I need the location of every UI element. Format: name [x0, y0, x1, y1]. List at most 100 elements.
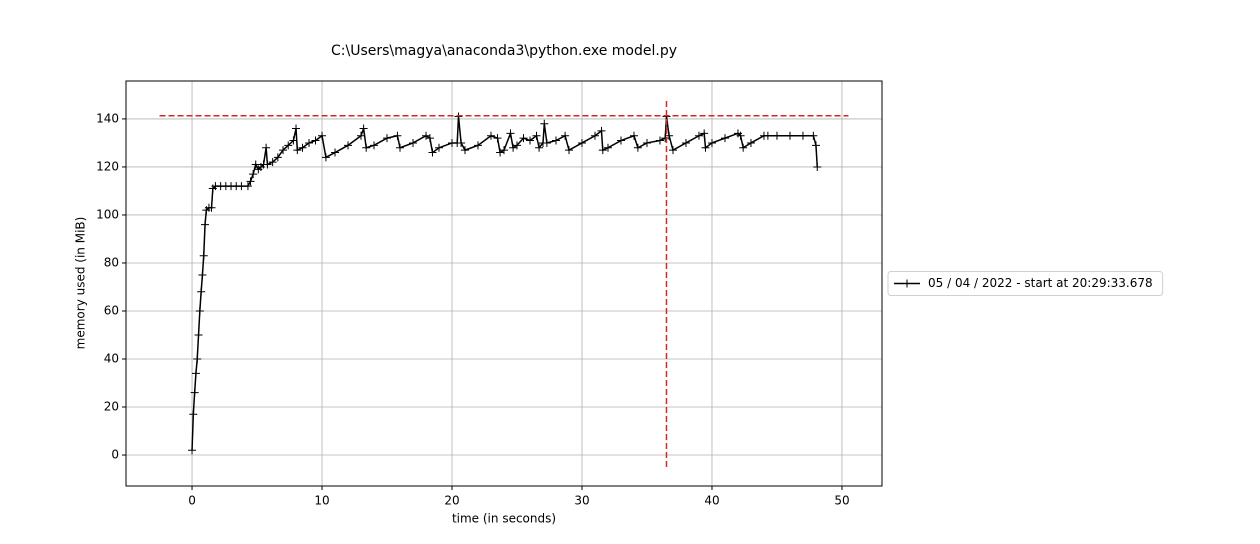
data-point — [809, 131, 818, 140]
data-point — [298, 143, 307, 152]
x-tick-label: 0 — [188, 494, 196, 508]
data-point — [772, 131, 781, 140]
data-point — [540, 119, 549, 128]
y-tick-label: 140 — [96, 111, 119, 125]
data-point — [190, 388, 199, 397]
data-point — [193, 355, 202, 364]
data-point — [292, 124, 301, 133]
y-tick-label: 0 — [111, 448, 119, 462]
data-point — [268, 158, 277, 167]
data-point — [409, 138, 418, 147]
data-point — [487, 131, 496, 140]
y-tick-label: 20 — [104, 400, 119, 414]
data-point — [279, 146, 288, 155]
data-point — [798, 131, 807, 140]
data-point — [425, 134, 434, 143]
data-point — [194, 330, 203, 339]
data-point — [577, 138, 586, 147]
data-point — [603, 143, 612, 152]
data-point — [370, 141, 379, 150]
data-point — [665, 131, 674, 140]
chart-title: C:\Users\magya\anaconda3\python.exe mode… — [331, 43, 677, 59]
x-tick-label: 30 — [574, 494, 589, 508]
data-point — [811, 141, 820, 150]
data-point — [701, 143, 710, 152]
data-point — [655, 136, 664, 145]
data-point — [551, 136, 560, 145]
data-point — [362, 143, 371, 152]
data-point — [263, 160, 272, 169]
x-tick-label: 10 — [314, 494, 329, 508]
data-point — [243, 182, 252, 191]
data-point — [694, 131, 703, 140]
data-point — [393, 131, 402, 140]
data-point — [251, 160, 260, 169]
data-point — [681, 138, 690, 147]
x-tick-label: 40 — [704, 494, 719, 508]
data-point — [561, 131, 570, 140]
data-point — [700, 129, 709, 138]
data-point — [512, 141, 521, 150]
legend — [887, 271, 1164, 296]
data-point — [198, 270, 207, 279]
data-point — [195, 306, 204, 315]
data-point — [273, 153, 282, 162]
y-tick-label: 120 — [96, 159, 119, 173]
data-point — [289, 136, 298, 145]
data-point — [813, 162, 822, 171]
data-point — [597, 126, 606, 135]
data-point — [616, 136, 625, 145]
data-point — [707, 138, 716, 147]
data-point — [305, 138, 314, 147]
data-point — [633, 143, 642, 152]
data-point — [189, 410, 198, 419]
data-point — [293, 146, 302, 155]
data-point — [284, 141, 293, 150]
data-point — [532, 131, 541, 140]
data-point — [461, 146, 470, 155]
data-point — [311, 136, 320, 145]
data-point — [500, 146, 508, 155]
data-point — [598, 146, 607, 155]
data-point — [668, 146, 677, 155]
plot-frame — [125, 80, 883, 487]
data-point — [746, 138, 755, 147]
data-point — [191, 369, 200, 378]
data-point — [331, 148, 340, 157]
data-point — [262, 143, 271, 152]
data-point — [249, 170, 258, 179]
data-point — [435, 143, 444, 152]
data-point — [428, 148, 437, 157]
legend-marker — [903, 279, 911, 288]
data-point — [590, 131, 599, 140]
data-point — [207, 203, 216, 212]
data-point — [199, 251, 208, 260]
data-point — [736, 131, 745, 140]
data-point — [542, 138, 551, 147]
data-point — [474, 141, 483, 150]
y-tick-label: 40 — [104, 352, 119, 366]
data-point — [493, 134, 502, 143]
data-point — [629, 131, 638, 140]
data-point — [519, 134, 528, 143]
data-point — [359, 124, 368, 133]
data-point — [383, 134, 392, 143]
y-tick-label: 60 — [104, 303, 119, 317]
data-point — [720, 134, 729, 143]
data-point — [564, 146, 573, 155]
data-point — [396, 143, 405, 152]
data-point — [188, 446, 197, 455]
legend-label: 05 / 04 / 2022 - start at 20:29:33.678 — [928, 276, 1153, 290]
data-point — [785, 131, 794, 140]
data-point — [246, 177, 255, 186]
data-point — [321, 153, 330, 162]
x-tick-label: 20 — [444, 494, 459, 508]
data-point — [357, 131, 366, 140]
data-point — [201, 220, 210, 229]
data-point — [318, 131, 327, 140]
x-tick-label: 50 — [834, 494, 849, 508]
data-point — [197, 287, 206, 296]
data-point — [642, 138, 651, 147]
y-tick-label: 100 — [96, 207, 119, 221]
data-point — [525, 136, 534, 145]
